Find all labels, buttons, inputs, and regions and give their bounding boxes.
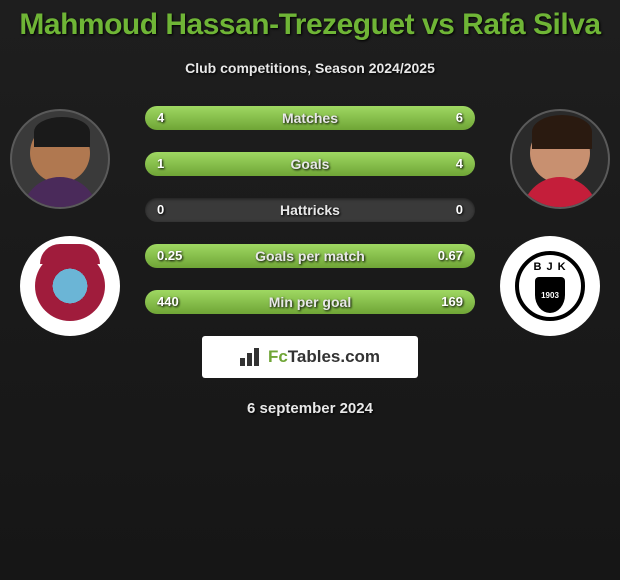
bar-label: Matches [145,106,475,130]
stat-bar: 0.250.67Goals per match [145,244,475,268]
stat-bar: 00Hattricks [145,198,475,222]
page-title: Mahmoud Hassan-Trezeguet vs Rafa Silva [0,8,620,42]
stat-bar: 46Matches [145,106,475,130]
date-label: 6 september 2024 [0,400,620,417]
stats-bars: 46Matches 14Goals 00Hattricks 0.250.67Goals… [145,106,475,314]
club-left-badge [20,236,120,336]
page-subtitle: Club competitions, Season 2024/2025 [0,60,620,76]
club-right-year: 1903 [535,277,565,313]
bar-label: Hattricks [145,198,475,222]
club-right-initials: B J K [533,261,566,273]
bar-label: Goals [145,152,475,176]
player-right-avatar [510,109,610,209]
branding-logo[interactable]: FcTables.com [202,336,418,378]
stat-bar: 14Goals [145,152,475,176]
chart-icon [240,348,264,366]
branding-text: FcTables.com [268,347,380,367]
bar-label: Goals per match [145,244,475,268]
player-left-avatar [10,109,110,209]
bar-label: Min per goal [145,290,475,314]
club-right-badge: B J K 1903 [500,236,600,336]
comparison-panel: B J K 1903 46Matches 14Goals 00Hattricks 0.… [0,106,620,417]
stat-bar: 440169Min per goal [145,290,475,314]
